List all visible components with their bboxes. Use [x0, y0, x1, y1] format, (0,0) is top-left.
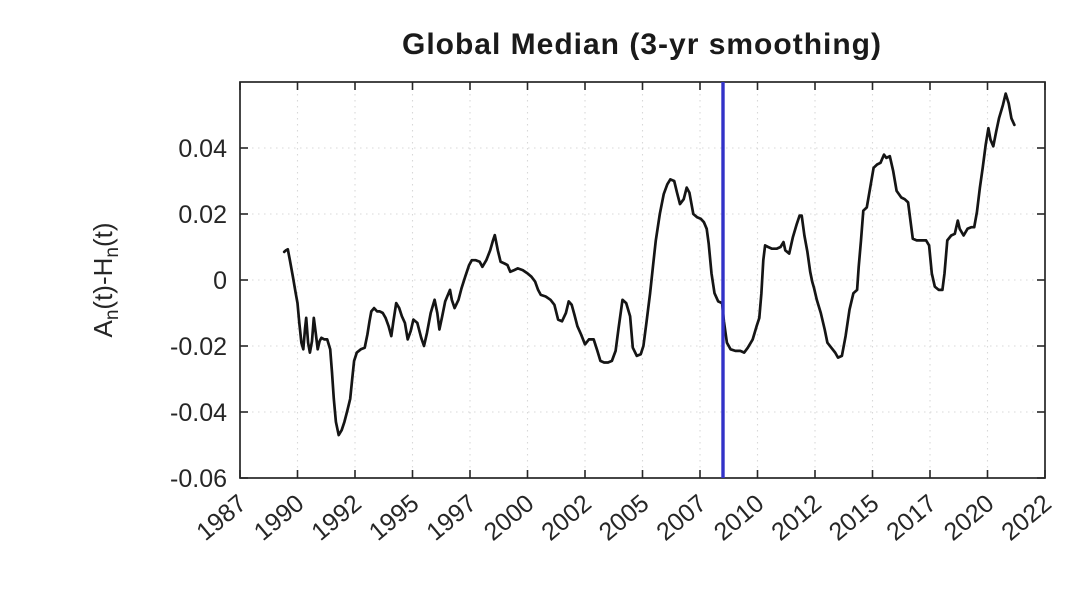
- x-tick-label-1997: 1997: [421, 489, 482, 546]
- x-tick-label-2000: 2000: [479, 489, 540, 546]
- axis-ticks: [239, 82, 1046, 479]
- x-tick-label-2010: 2010: [709, 489, 770, 546]
- x-tick-label-1987: 1987: [191, 489, 252, 546]
- x-tick-label-2017: 2017: [881, 489, 942, 546]
- chart-title: Global Median (3-yr smoothing): [402, 28, 882, 61]
- y-tick-label-0: 0: [213, 267, 227, 295]
- y-tick-label--0.02: -0.02: [170, 333, 227, 361]
- y-tick-label-0.04: 0.04: [178, 135, 227, 163]
- x-tick-label-2015: 2015: [824, 489, 885, 546]
- y-axis-tick-labels: 0.04 0.02 0 -0.02 -0.04 -0.06: [170, 135, 227, 493]
- x-tick-label-1990: 1990: [249, 489, 310, 546]
- x-tick-label-2002: 2002: [536, 489, 597, 546]
- x-tick-label-2007: 2007: [651, 489, 712, 546]
- x-tick-label-2022: 2022: [996, 489, 1057, 546]
- x-tick-label-2020: 2020: [939, 489, 1000, 546]
- y-axis-label: An(t)-Hn(t): [88, 222, 123, 337]
- x-axis-tick-labels: 1987199019921995199720002002200520072010…: [191, 489, 1057, 546]
- grid-lines: [240, 82, 1045, 478]
- y-tick-label--0.04: -0.04: [170, 399, 227, 427]
- y-tick-label--0.06: -0.06: [170, 465, 227, 493]
- data-series: [282, 82, 1016, 478]
- x-tick-label-2005: 2005: [594, 489, 655, 546]
- x-tick-label-1995: 1995: [364, 489, 425, 546]
- x-tick-label-2012: 2012: [766, 489, 827, 546]
- y-tick-label-0.02: 0.02: [178, 201, 227, 229]
- y-axis-label-text: An(t)-Hn(t): [88, 222, 123, 337]
- data-series-line: [282, 92, 1016, 437]
- x-tick-label-1992: 1992: [306, 489, 367, 546]
